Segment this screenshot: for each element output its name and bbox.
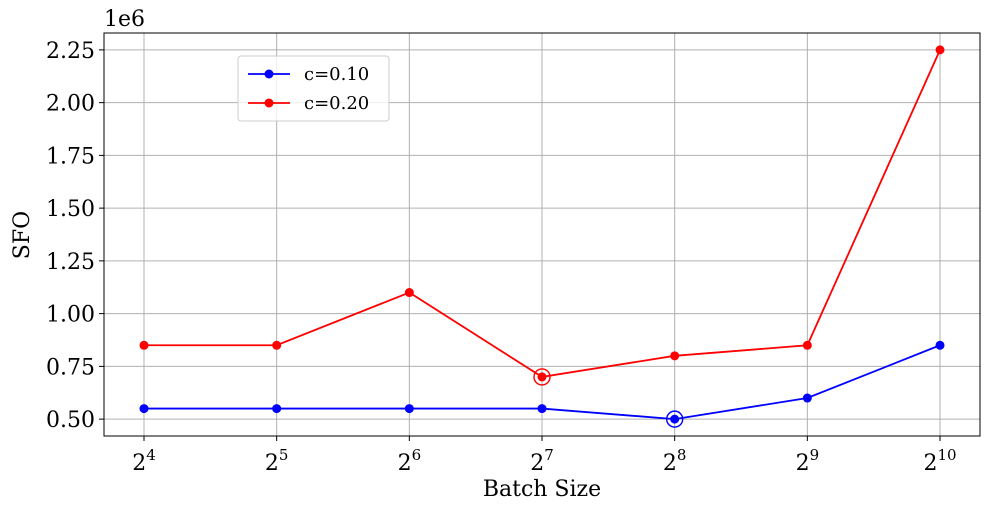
- x-tick-label: 29: [796, 446, 820, 476]
- data-point: [139, 404, 149, 414]
- x-tick-label: 26: [398, 446, 422, 476]
- data-point: [802, 340, 812, 350]
- legend-marker: [264, 69, 274, 79]
- y-tick-label: 0.75: [46, 355, 95, 380]
- data-point: [802, 393, 812, 403]
- x-tick-label: 24: [132, 446, 156, 476]
- y-tick-label: 1.25: [46, 250, 95, 275]
- legend: c=0.10 c=0.20: [237, 55, 390, 122]
- data-point: [139, 340, 149, 350]
- x-tick-label: 25: [265, 446, 289, 476]
- y-tick-label: 2.00: [46, 92, 95, 117]
- data-point: [935, 340, 945, 350]
- y-scale-label: 1e6: [104, 7, 145, 32]
- data-point: [537, 404, 547, 414]
- data-point: [537, 372, 547, 382]
- grid-lines: [104, 33, 980, 436]
- x-axis-title: Batch Size: [483, 477, 601, 502]
- data-point: [404, 288, 414, 298]
- optimal-point-marker: [665, 410, 684, 428]
- legend-marker: [264, 98, 274, 108]
- data-point: [670, 414, 680, 424]
- legend-label: c=0.10: [304, 64, 369, 85]
- y-tick-label: 0.50: [46, 408, 95, 433]
- data-point: [272, 340, 282, 350]
- y-axis-title: SFO: [10, 211, 35, 259]
- data-point: [935, 45, 945, 55]
- ticks: 24 25 26 27 28 29 210 0.50 0.75 1.00 1.25 1.50 1.75 2…: [46, 39, 957, 476]
- y-tick-label: 1.75: [46, 144, 95, 169]
- x-tick-label: 27: [530, 446, 554, 476]
- y-tick-label: 1.00: [46, 303, 95, 328]
- x-tick-label: 210: [923, 446, 956, 476]
- legend-box: [237, 55, 390, 122]
- y-tick-label: 1.50: [46, 197, 95, 222]
- legend-label: c=0.20: [304, 93, 369, 114]
- data-point: [670, 351, 680, 361]
- y-tick-label: 2.25: [46, 39, 95, 64]
- x-tick-label: 28: [663, 446, 687, 476]
- optimal-point-marker: [533, 368, 551, 386]
- data-point: [404, 404, 414, 414]
- series-layer: [139, 45, 945, 428]
- data-point: [272, 404, 282, 414]
